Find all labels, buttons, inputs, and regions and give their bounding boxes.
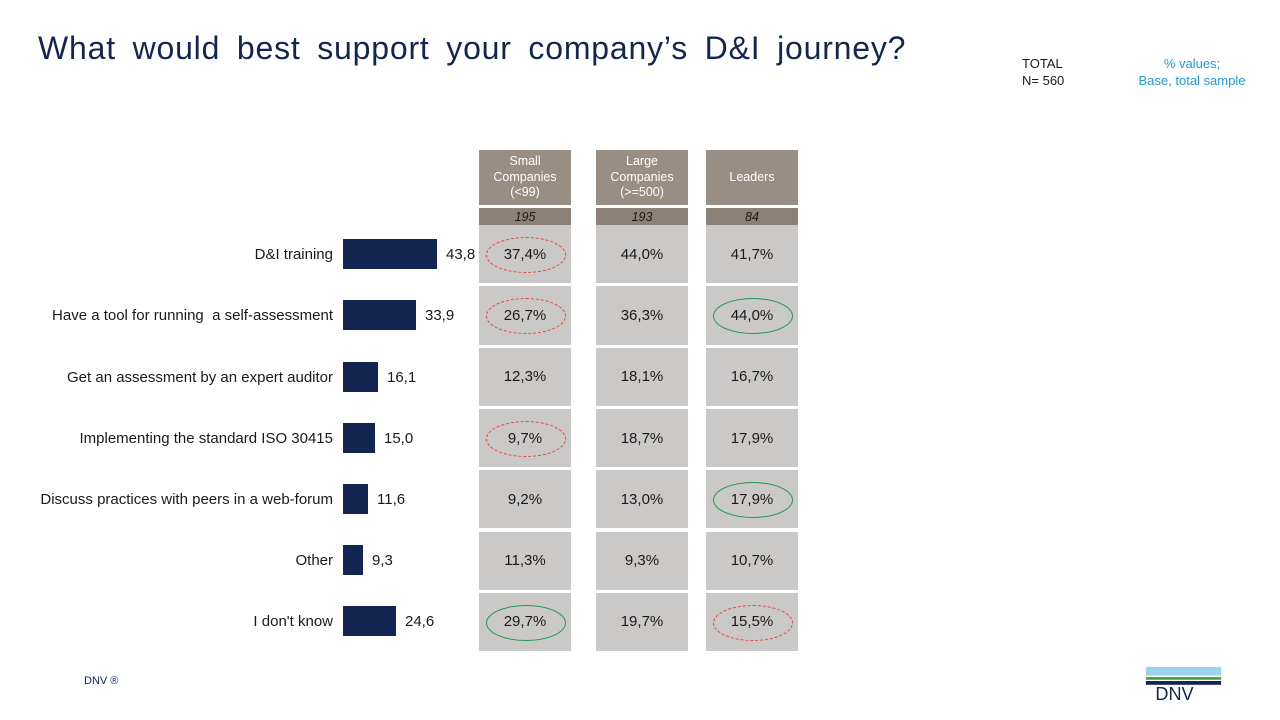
- svg-text:DNV: DNV: [1155, 684, 1193, 704]
